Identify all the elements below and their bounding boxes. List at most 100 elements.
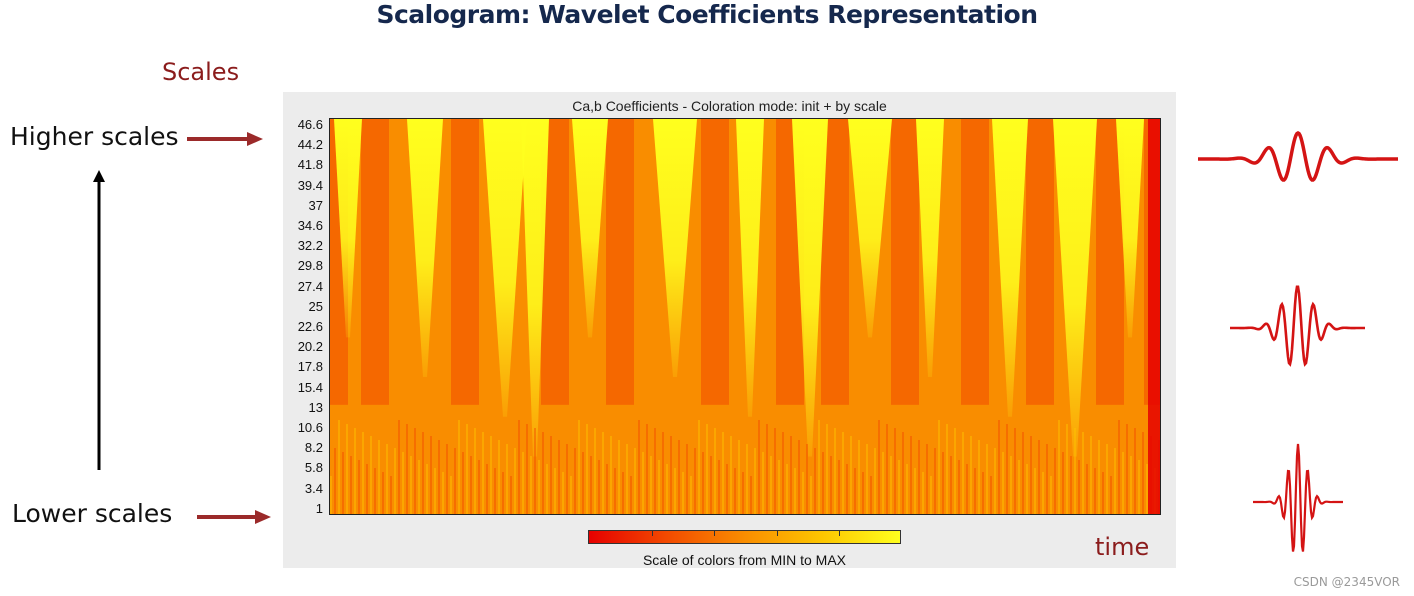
low-scale-texture xyxy=(714,428,716,514)
y-tick-label: 5.8 xyxy=(304,460,323,476)
low-scale-texture xyxy=(522,452,524,514)
low-scale-texture xyxy=(742,472,744,514)
low-scale-texture xyxy=(1062,452,1064,514)
low-scale-texture xyxy=(402,452,404,514)
low-scale-texture xyxy=(422,432,424,514)
coefficient-band-low xyxy=(1026,119,1054,405)
low-scale-texture xyxy=(886,424,888,514)
low-scale-texture xyxy=(546,464,548,514)
low-scale-texture xyxy=(734,468,736,514)
low-scale-texture xyxy=(610,436,612,514)
colorbar-label: Scale of colors from MIN to MAX xyxy=(642,552,847,568)
low-scale-texture xyxy=(506,444,508,514)
low-scale-texture xyxy=(434,468,436,514)
low-scale-texture xyxy=(806,444,808,514)
low-scale-texture xyxy=(842,432,844,514)
low-scale-texture xyxy=(870,476,872,514)
coefficient-band-low xyxy=(701,119,729,405)
coefficient-band-high xyxy=(521,119,549,457)
low-scale-texture xyxy=(1066,424,1068,514)
scalogram-heatmap xyxy=(329,118,1161,515)
coefficient-band-low xyxy=(451,119,479,405)
low-scale-texture xyxy=(394,448,396,514)
low-scale-texture xyxy=(1138,460,1140,514)
low-scale-texture xyxy=(914,468,916,514)
coefficient-band-high xyxy=(736,119,764,417)
low-scale-texture xyxy=(1002,452,1004,514)
low-scale-texture xyxy=(982,472,984,514)
coefficient-band-high xyxy=(1053,119,1097,457)
low-scale-texture xyxy=(586,424,588,514)
low-scale-texture xyxy=(942,452,944,514)
low-scale-texture xyxy=(450,476,452,514)
low-scale-texture xyxy=(710,456,712,514)
low-scale-texture xyxy=(470,456,472,514)
low-scale-texture xyxy=(366,464,368,514)
colorbar-tick xyxy=(714,531,716,536)
low-scale-texture xyxy=(1094,468,1096,514)
y-tick-label: 3.4 xyxy=(304,480,323,496)
low-scale-texture xyxy=(1050,476,1052,514)
low-scale-texture xyxy=(562,472,564,514)
low-scale-texture xyxy=(438,440,440,514)
low-scale-texture xyxy=(938,420,940,514)
low-scale-texture xyxy=(482,432,484,514)
low-scale-texture xyxy=(590,456,592,514)
y-tick-label: 44.2 xyxy=(297,137,323,153)
low-scale-texture xyxy=(990,476,992,514)
mid-scale-wavelet-icon xyxy=(1230,285,1365,367)
low-scale-wavelet-icon xyxy=(1253,443,1343,552)
y-tick-label: 37 xyxy=(308,197,323,213)
low-scale-texture xyxy=(658,460,660,514)
higher-scales-label: Higher scales xyxy=(10,122,179,151)
time-axis-label: time xyxy=(1095,533,1150,561)
low-scale-texture xyxy=(862,472,864,514)
low-scale-texture xyxy=(362,432,364,514)
low-scale-texture xyxy=(542,432,544,514)
low-scale-texture xyxy=(690,476,692,514)
low-scale-texture xyxy=(998,420,1000,514)
coefficient-band-high xyxy=(792,119,828,457)
low-scale-texture xyxy=(418,460,420,514)
low-scale-texture xyxy=(1030,436,1032,514)
y-tick-label: 39.4 xyxy=(297,177,323,193)
heatmap-canvas xyxy=(330,119,1160,514)
low-scale-texture xyxy=(614,468,616,514)
low-scale-texture xyxy=(634,448,636,514)
low-scale-texture xyxy=(794,468,796,514)
low-scale-texture xyxy=(618,440,620,514)
low-scale-texture xyxy=(922,472,924,514)
low-scale-texture xyxy=(346,424,348,514)
low-scale-texture xyxy=(446,444,448,514)
low-scale-texture xyxy=(638,420,640,514)
low-scale-texture xyxy=(758,420,760,514)
low-scale-texture xyxy=(838,460,840,514)
low-scale-texture xyxy=(646,424,648,514)
low-scale-texture xyxy=(826,424,828,514)
colorbar-tick xyxy=(776,531,778,536)
low-scale-texture xyxy=(722,432,724,514)
low-scale-texture xyxy=(934,448,936,514)
y-tick-label: 25 xyxy=(308,298,323,314)
low-scale-texture xyxy=(630,476,632,514)
low-scale-texture xyxy=(754,448,756,514)
low-scale-texture xyxy=(1010,456,1012,514)
low-scale-texture xyxy=(1074,428,1076,514)
low-scale-texture xyxy=(474,428,476,514)
low-scale-texture xyxy=(1054,448,1056,514)
coefficient-band-high xyxy=(848,119,892,338)
low-scale-texture xyxy=(1082,432,1084,514)
coefficient-band-high xyxy=(334,119,362,338)
low-scale-texture xyxy=(898,460,900,514)
y-tick-label: 34.6 xyxy=(297,218,323,233)
low-scale-texture xyxy=(958,460,960,514)
coefficient-band-high xyxy=(916,119,944,378)
low-scale-texture xyxy=(378,440,380,514)
low-scale-texture xyxy=(726,464,728,514)
low-scale-texture xyxy=(626,444,628,514)
low-scale-texture xyxy=(1110,476,1112,514)
low-scale-texture xyxy=(930,476,932,514)
low-scale-texture xyxy=(514,448,516,514)
low-scale-texture xyxy=(498,440,500,514)
low-scale-texture xyxy=(766,424,768,514)
